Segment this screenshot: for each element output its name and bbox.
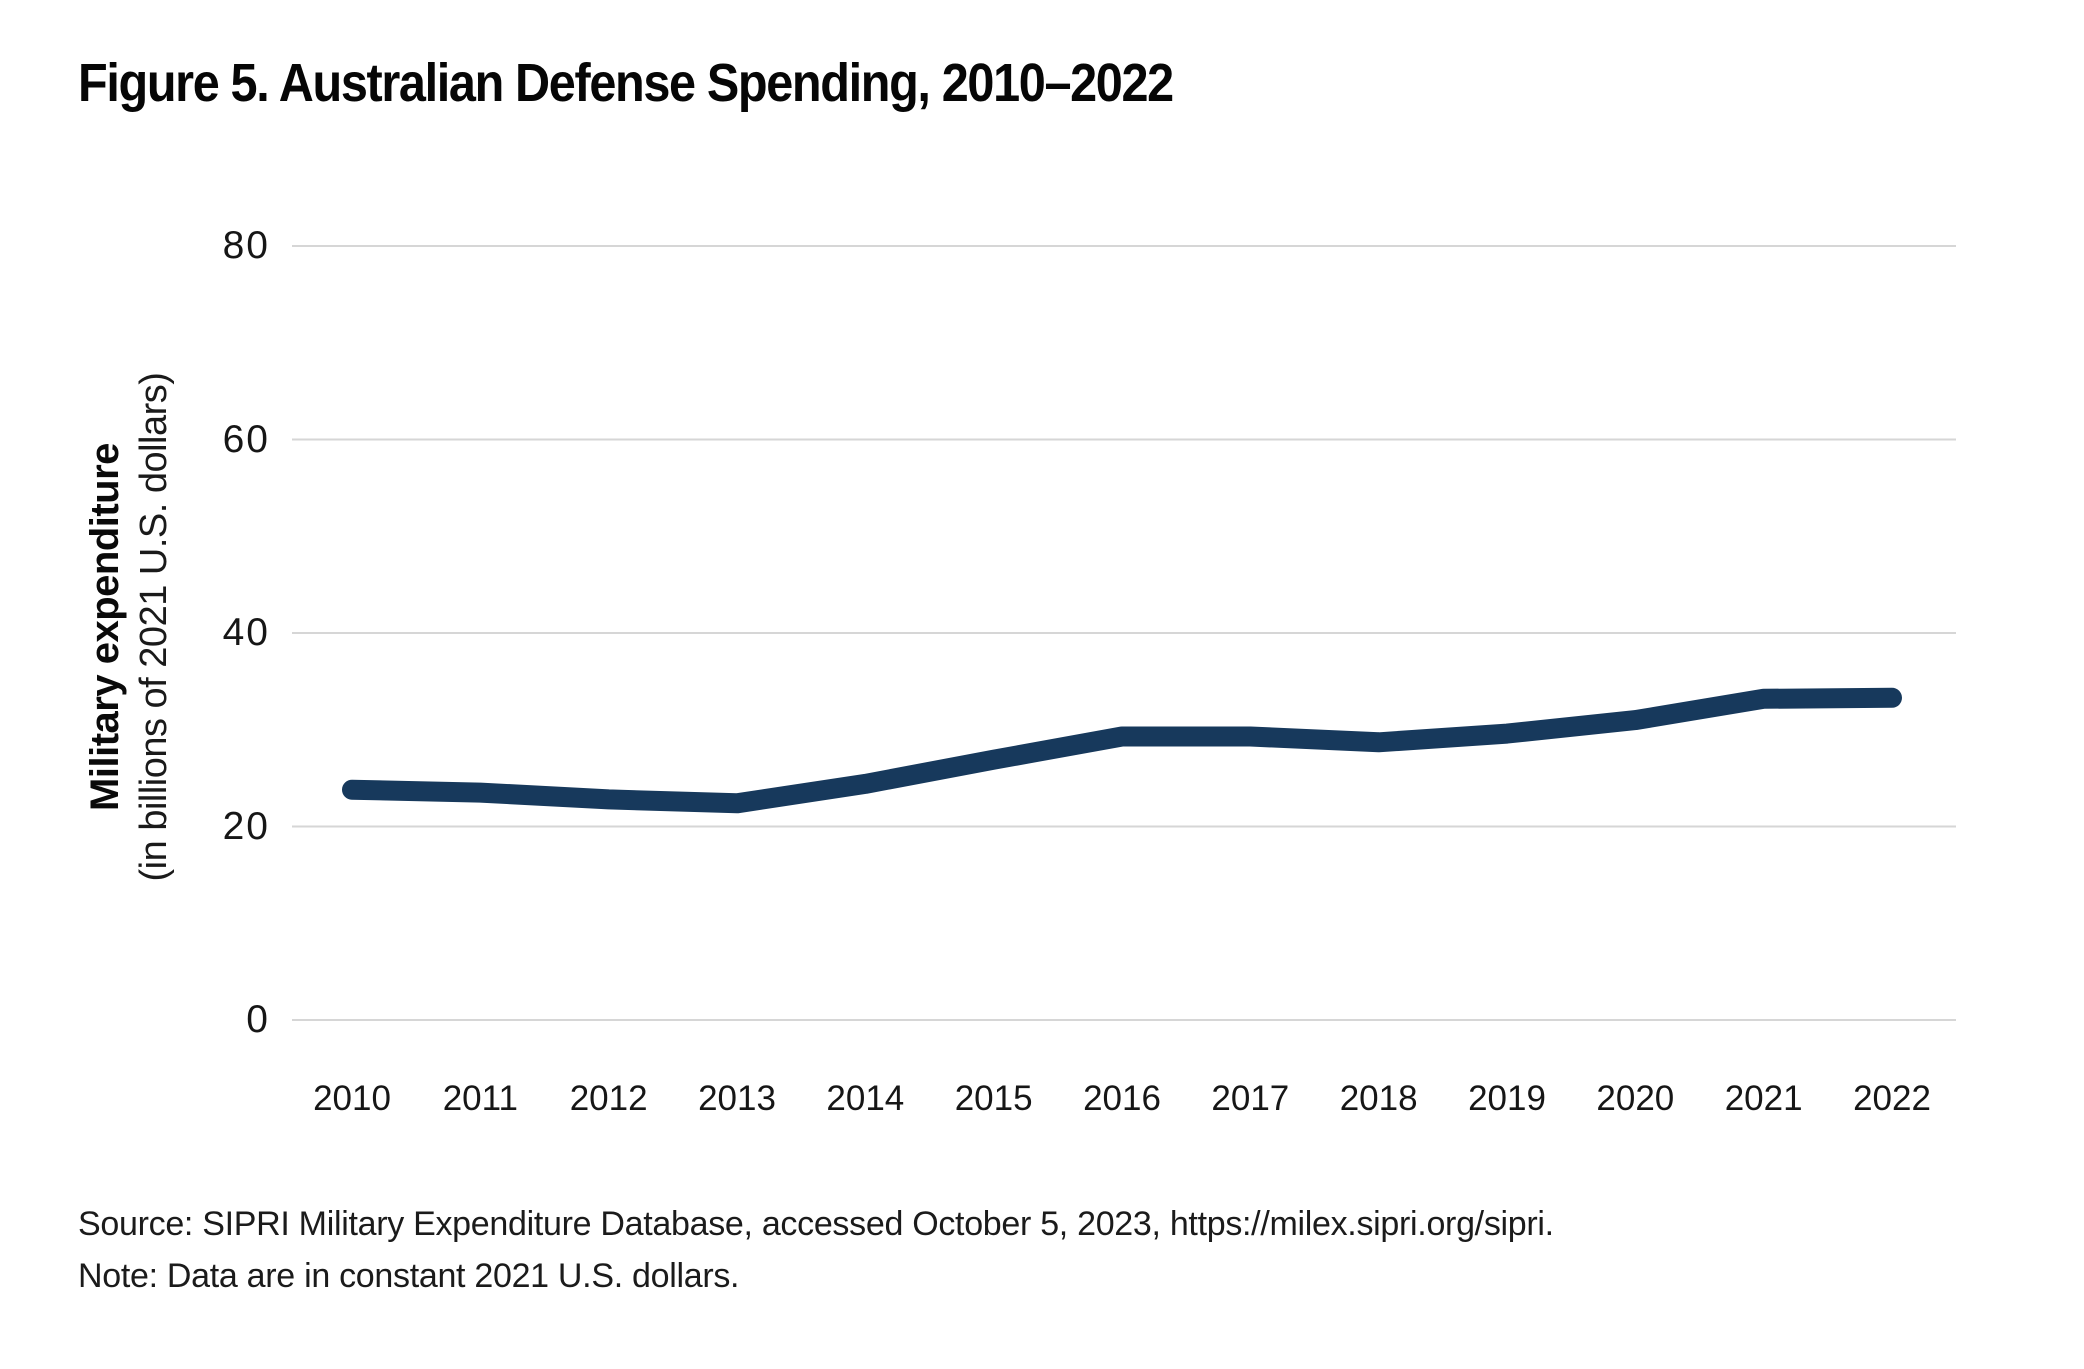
y-tick-label-0: 0	[246, 998, 270, 1041]
x-tick-label-2014: 2014	[826, 1079, 905, 1118]
x-tick-label-2015: 2015	[954, 1079, 1033, 1118]
x-tick-label-2016: 2016	[1083, 1079, 1161, 1118]
figure-title: Figure 5. Australian Defense Spending, 2…	[78, 53, 1174, 113]
x-tick-label-2011: 2011	[442, 1079, 518, 1118]
y-tick-label-40: 40	[222, 611, 270, 654]
y-axis-label-main: Military expenditure	[83, 443, 127, 811]
spending-line-chart	[292, 245, 1956, 1021]
x-tick-label-2013: 2013	[698, 1079, 776, 1118]
note-line: Note: Data are in constant 2021 U.S. dol…	[78, 1257, 740, 1295]
y-axis-label: Military expenditure (in billions of 202…	[80, 177, 190, 1077]
x-tick-label-2017: 2017	[1211, 1079, 1290, 1118]
x-tick-label-2019: 2019	[1468, 1079, 1546, 1118]
x-tick-label-2022: 2022	[1853, 1079, 1931, 1118]
x-tick-label-2010: 2010	[313, 1079, 391, 1118]
x-tick-label-2021: 2021	[1724, 1079, 1803, 1118]
x-tick-label-2018: 2018	[1339, 1079, 1418, 1118]
spending-line	[342, 687, 1902, 814]
x-tick-label-2020: 2020	[1596, 1079, 1675, 1118]
x-tick-label-2012: 2012	[569, 1079, 648, 1118]
y-tick-label-20: 20	[222, 804, 270, 848]
y-axis-label-sub: (in billions of 2021 U.S. dollars)	[133, 372, 175, 882]
y-tick-label-60: 60	[222, 417, 270, 461]
figure-caption: Source: SIPRI Military Expenditure Datab…	[78, 1198, 1554, 1302]
y-tick-label-80: 80	[222, 224, 270, 267]
source-line: Source: SIPRI Military Expenditure Datab…	[78, 1205, 1554, 1243]
